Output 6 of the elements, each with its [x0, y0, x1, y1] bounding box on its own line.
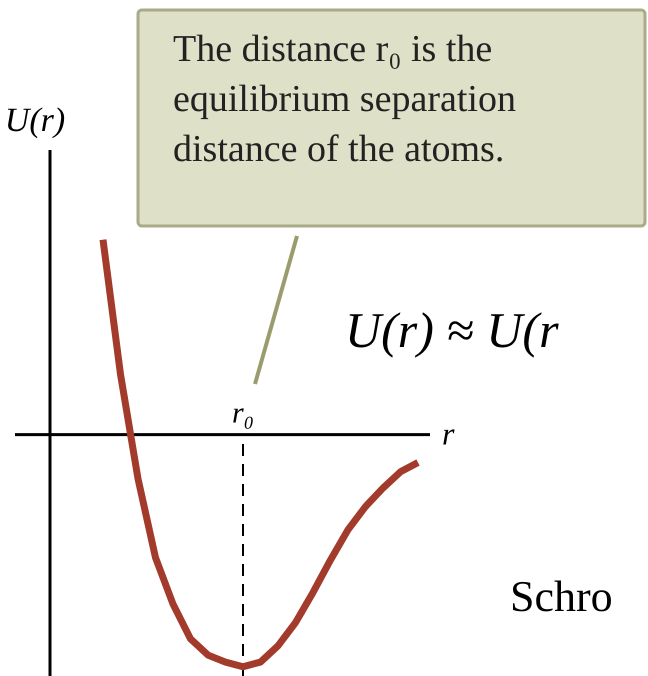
- annotation: U(r) ≈ U(r: [345, 302, 560, 358]
- text: Schro: [510, 572, 613, 621]
- x-axis-title: r: [442, 416, 455, 452]
- y-axis-title: U(r): [4, 102, 66, 139]
- text: The distance r₀ is the equilibrium separation distance of the atoms.: [173, 28, 516, 170]
- annotation: r₀: [232, 396, 254, 430]
